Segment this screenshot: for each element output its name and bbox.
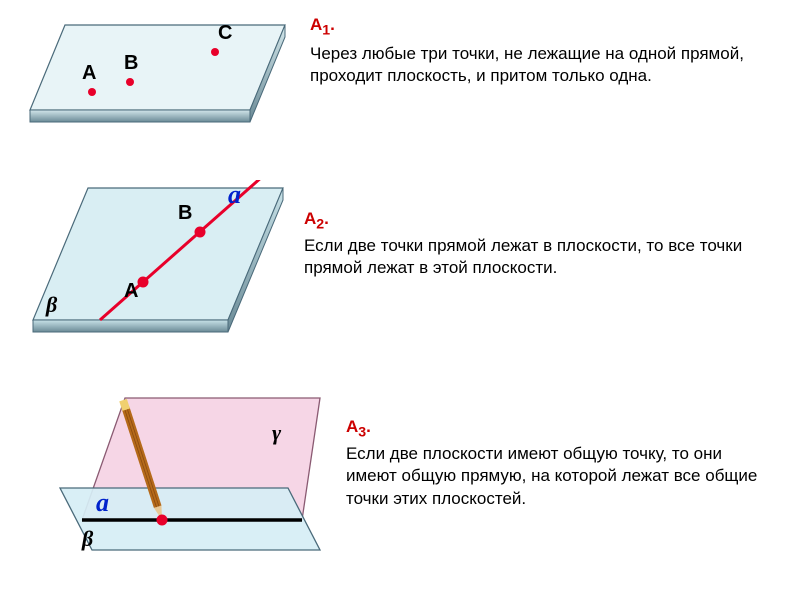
label-c: С (218, 22, 232, 45)
axiom2-text: Если две точки прямой лежат в плоскости,… (304, 235, 764, 281)
diagram-a2: β А В a (28, 180, 298, 340)
label-b: В (124, 52, 138, 75)
label-gamma: γ (272, 420, 281, 446)
label-a2: А (124, 280, 138, 303)
plane-top-2 (33, 188, 283, 320)
label-a: А (82, 62, 96, 85)
plane-front-edge (30, 110, 250, 122)
label-beta2: β (82, 526, 93, 552)
axiom1-text: Через любые три точки, не лежащие на одн… (310, 43, 760, 89)
point-a (88, 88, 96, 96)
point-b (126, 78, 134, 86)
plane-top (30, 25, 285, 110)
label-line-a2: a (96, 488, 109, 518)
label-b2: В (178, 202, 192, 225)
point-c (211, 48, 219, 56)
axiom3-text: Если две плоскости имеют общую точку, то… (346, 443, 766, 512)
axiom1-label: А1. (310, 14, 760, 41)
point-a2 (138, 277, 149, 288)
label-line-a: a (228, 180, 241, 210)
label-beta: β (46, 292, 57, 318)
intersection-point (157, 515, 168, 526)
axiom2-label: А2. (304, 208, 764, 235)
diagram-a1: А В С (20, 10, 310, 140)
point-b2 (195, 227, 206, 238)
axiom3-label: А3. (346, 416, 766, 443)
diagram-a3: γ β a (20, 380, 340, 580)
